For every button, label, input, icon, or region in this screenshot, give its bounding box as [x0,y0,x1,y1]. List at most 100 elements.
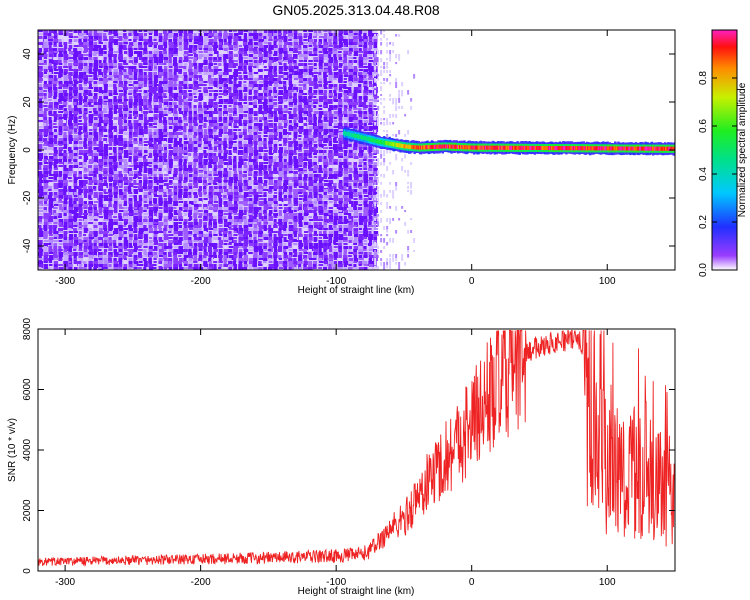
noise-cell [293,144,298,147]
noise-cell [323,186,328,188]
noise-cell [328,168,333,173]
noise-cell [153,54,157,58]
noise-cell [138,162,144,166]
noise-cell [38,222,43,224]
noise-cell [178,30,184,33]
noise-cell [348,75,353,78]
noise-cell [43,183,49,188]
noise-cell [143,234,148,238]
noise-cell [268,198,274,201]
noise-cell [133,132,137,136]
noise-cell [103,93,108,98]
noise-cell [143,120,149,125]
noise-cell [343,153,348,156]
noise-cell [243,261,248,264]
noise-cell [263,129,267,133]
noise-cell [213,252,217,256]
noise-cell [168,42,174,45]
noise-cell [123,264,128,269]
noise-cell [273,147,278,150]
noise-cell [243,243,248,247]
noise-cell [328,45,333,47]
noise-cell [313,183,319,186]
noise-cell [293,243,298,245]
noise-cell [158,105,162,110]
noise-cell [313,57,319,61]
noise-cell [163,228,167,233]
noise-cell [278,168,283,171]
noise-cell [143,171,148,173]
noise-cell [278,129,283,133]
noise-cell [313,210,317,213]
noise-cell [153,198,158,203]
noise-cell [228,54,233,59]
noise-cell [223,114,228,117]
noise-cell [63,42,68,45]
noise-cell [73,195,78,197]
noise-cell [293,63,298,68]
noise-cell [268,135,274,140]
noise-cell [328,129,334,133]
noise-cell [293,153,298,155]
noise-cell [193,144,199,147]
noise-cell [258,60,262,63]
noise-cell [138,30,143,32]
noise-cell [108,189,113,193]
noise-cell [273,228,279,232]
noise-cell [128,177,133,181]
noise-cell [118,150,123,154]
noise-cell [303,66,308,70]
noise-cell [158,60,163,64]
noise-cell [213,96,217,99]
noise-cell [273,126,278,130]
noise-cell [243,240,249,245]
noise-cell [323,198,329,200]
noise-cell [253,81,257,85]
noise-cell [193,183,198,188]
noise-cell [53,60,59,65]
noise-cell [168,246,173,248]
noise-cell [153,126,157,128]
noise-cell [273,45,278,50]
noise-cell [158,144,162,149]
noise-cell [223,51,228,55]
noise-cell [293,147,299,150]
noise-cell [178,207,183,211]
noise-cell [333,261,338,265]
noise-cell [258,33,263,38]
noise-cell [258,117,264,120]
noise-cell [103,33,107,38]
noise-cell [338,69,342,73]
noise-cell [213,174,219,176]
noise-cell [338,39,343,42]
noise-cell [293,222,298,227]
noise-cell [328,33,333,36]
noise-cell [113,117,118,121]
noise-cell [158,99,164,103]
noise-cell [338,141,343,144]
noise-cell [68,261,72,263]
noise-cell [318,246,322,249]
noise-cell [78,183,84,188]
noise-cell [98,189,104,191]
noise-cell [83,150,89,154]
noise-cell [173,213,179,215]
noise-cell [323,207,327,211]
noise-cell [158,51,163,56]
noise-cell [73,96,78,100]
noise-cell [173,135,178,139]
noise-cell [53,54,57,58]
noise-cell [153,69,158,71]
noise-cell [328,225,333,230]
noise-cell [133,222,138,227]
noise-cell [308,162,313,167]
noise-cell [158,249,164,254]
noise-cell [293,168,299,170]
noise-cell [83,174,88,178]
noise-cell [113,66,117,68]
noise-cell [213,210,218,212]
noise-cell [153,237,158,242]
noise-cell [233,153,237,156]
noise-cell [228,81,233,84]
noise-cell [103,141,107,146]
